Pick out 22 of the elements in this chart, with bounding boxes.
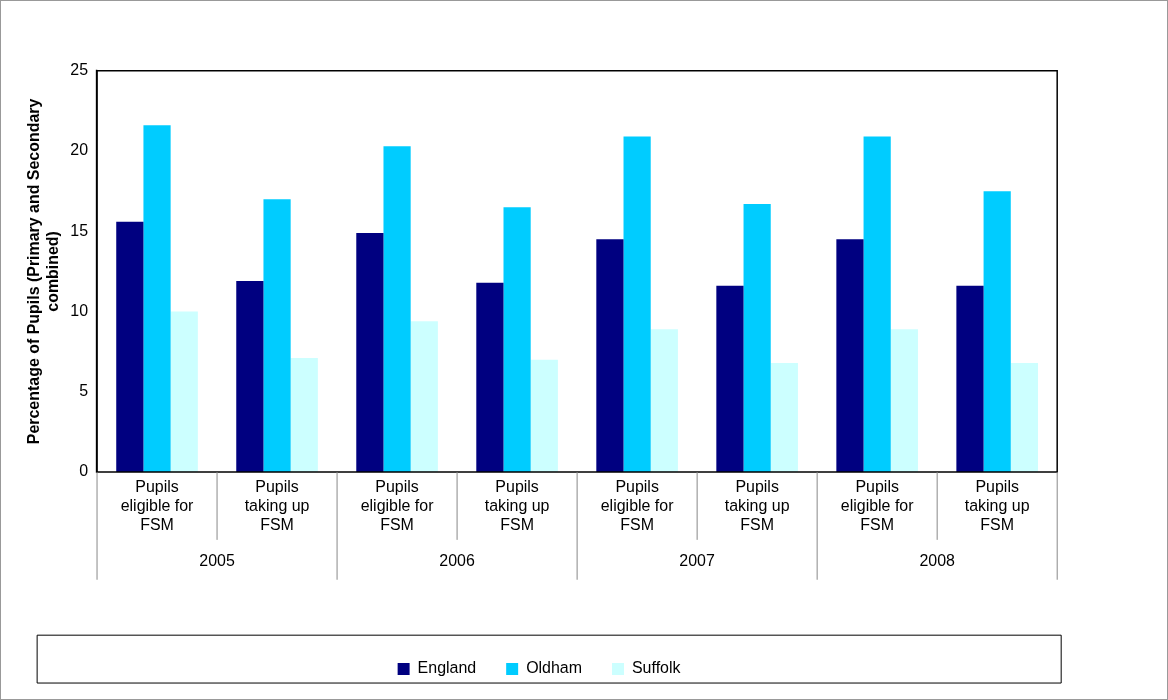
text: 2007 [679, 552, 716, 570]
text: 2005 [199, 552, 235, 570]
x-tick-label: Pupils taking up FSM [484, 478, 550, 534]
x-tick-label: Pupils taking up FSM [964, 478, 1030, 534]
y-tick-label: 15 [70, 221, 89, 239]
y-tick-label: 20 [70, 141, 89, 159]
x-tick-label: Pupils eligible for FSM [840, 478, 915, 534]
y-tick-label: 0 [79, 462, 89, 480]
legend-label: Suffolk [631, 659, 681, 677]
y-tick-label: 5 [79, 382, 89, 400]
legend-label: England [417, 659, 477, 677]
x-tick-label: Pupils eligible for FSM [600, 478, 675, 534]
x-tick-label: Pupils taking up FSM [724, 478, 790, 534]
y-axis-title: Percentage of Pupils (Primary and Secondary combined) [24, 98, 62, 445]
y-tick-label: 10 [70, 301, 89, 319]
legend-label: Oldham [526, 659, 583, 677]
x-tick-label: Pupils taking up FSM [244, 478, 310, 534]
text: 2008 [919, 552, 956, 570]
x-tick-label: Pupils eligible for FSM [360, 478, 435, 534]
x-tick-label: Pupils eligible for FSM [120, 478, 195, 534]
text: 2006 [439, 552, 475, 570]
y-tick-label: 25 [70, 61, 89, 79]
